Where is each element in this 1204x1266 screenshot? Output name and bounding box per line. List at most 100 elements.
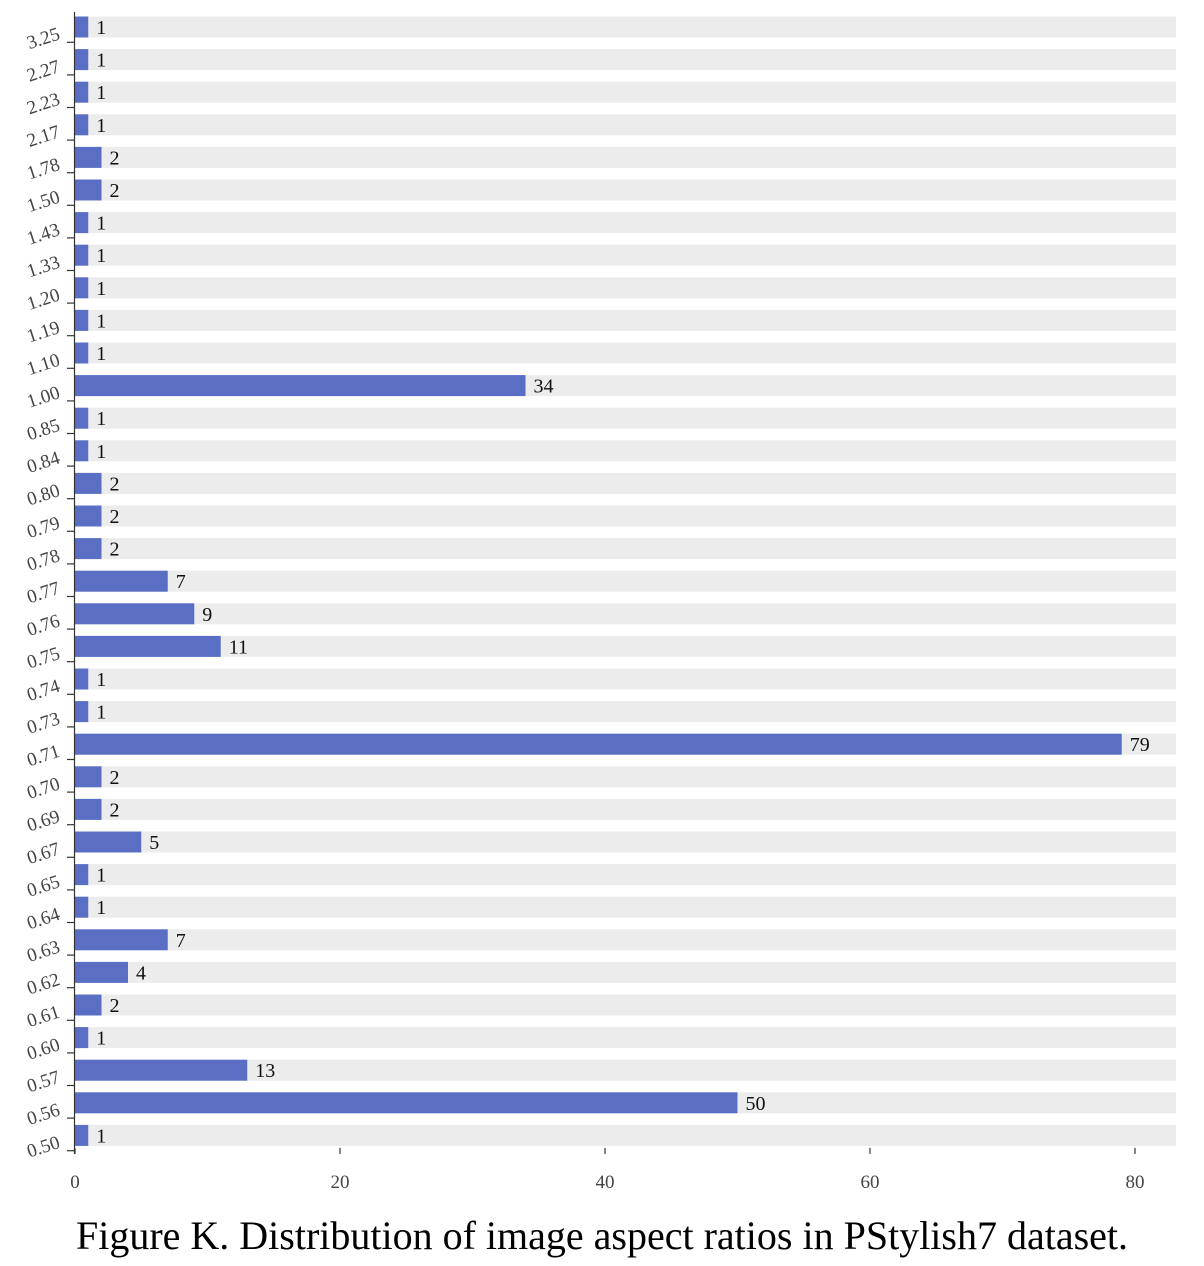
value-label: 7 [176,930,186,952]
y-tick-label: 0.70 [24,774,62,804]
y-tick-label: 1.00 [24,382,62,412]
bar-track [75,1059,1176,1081]
bar-track [75,277,1176,299]
value-label: 79 [1130,734,1150,756]
bar-track [75,766,1176,788]
y-tick-label: 1.50 [24,187,62,217]
value-label: 1 [96,245,106,267]
bar-track [75,603,1176,625]
bar-track [75,146,1176,168]
y-tick-label: 0.65 [24,871,62,901]
bar [75,146,102,168]
bar [75,1124,89,1146]
bar-track [75,961,1176,983]
value-label: 2 [110,180,120,202]
bar [75,179,102,201]
bar [75,407,89,429]
bar [75,864,89,886]
value-label: 9 [202,604,212,626]
bar [75,375,526,397]
value-label: 11 [229,636,248,658]
value-label: 2 [110,506,120,528]
y-tick-label: 2.27 [24,56,62,86]
bar [75,49,89,71]
bar-track [75,16,1176,38]
bar [75,603,195,625]
y-tick-label: 0.50 [24,1132,62,1162]
y-tick-label: 0.69 [24,806,62,836]
bar [75,766,102,788]
x-tick-label: 60 [861,1172,880,1193]
bar [75,831,142,853]
value-label: 13 [255,1060,275,1082]
value-label: 1 [96,1028,106,1050]
y-tick-label: 0.84 [24,447,63,477]
value-label: 1 [96,310,106,332]
bar [75,1059,248,1081]
bar-track [75,929,1176,951]
value-label: 1 [96,669,106,691]
value-label: 50 [746,1093,766,1115]
bar [75,538,102,560]
value-label: 1 [96,343,106,365]
y-tick-label: 0.61 [24,1002,62,1032]
y-tick-label: 0.73 [24,708,62,738]
y-tick-label: 1.43 [24,219,62,249]
x-tick-label: 0 [70,1172,80,1193]
bar-track [75,701,1176,723]
bar [75,798,102,820]
bar-track [75,1027,1176,1049]
bar [75,505,102,527]
y-tick-label: 2.17 [24,122,62,152]
y-tick-label: 0.71 [24,741,62,771]
y-tick-label: 0.74 [24,676,63,706]
y-tick-label: 1.10 [24,350,62,380]
value-label: 5 [149,832,159,854]
value-label: 1 [96,408,106,430]
bar-track [75,570,1176,592]
y-tick-label: 0.56 [24,1100,62,1130]
bar-track [75,1124,1176,1146]
bar-track [75,864,1176,886]
bars [75,16,1122,1146]
y-tick-label: 0.63 [24,937,62,967]
bar-track [75,49,1176,71]
x-tick-label: 80 [1126,1172,1145,1193]
bar-track [75,994,1176,1016]
bar [75,1092,738,1114]
bar [75,472,102,494]
bar-chart: 1111221111134112227911117922511742113501… [24,12,1176,1193]
bar-track [75,896,1176,918]
value-label: 1 [96,897,106,919]
y-tick-label: 0.57 [24,1067,62,1097]
y-tick-label: 2.23 [24,89,62,119]
bar-track [75,668,1176,690]
bar-track [75,244,1176,266]
value-label: 2 [110,147,120,169]
bar [75,277,89,299]
bar [75,994,102,1016]
y-tick-label: 0.85 [24,415,62,445]
value-label: 7 [176,571,186,593]
y-tick-label: 0.67 [24,839,62,869]
y-tick-label: 0.80 [24,480,62,510]
value-label: 1 [96,213,106,235]
bar [75,733,1122,755]
bar [75,896,89,918]
bar-track [75,538,1176,560]
bar-track [75,179,1176,201]
x-tick-label: 40 [596,1172,615,1193]
bar-track [75,831,1176,853]
value-label: 2 [110,767,120,789]
y-axis: 3.252.272.232.171.781.501.431.331.201.19… [24,12,76,1162]
bar-track [75,798,1176,820]
x-axis: 0 20 40 60 80 [70,1147,1145,1193]
y-tick-label: 0.64 [24,904,63,934]
bar [75,212,89,234]
value-label: 2 [110,995,120,1017]
value-label: 1 [96,17,106,39]
value-label: 1 [96,115,106,137]
x-tick-label: 20 [331,1172,350,1193]
bar-track [75,440,1176,462]
y-tick-label: 1.33 [24,252,62,282]
